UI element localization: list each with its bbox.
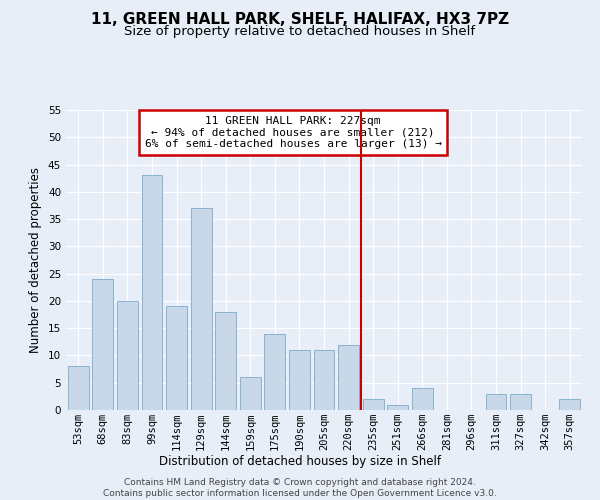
Text: 11, GREEN HALL PARK, SHELF, HALIFAX, HX3 7PZ: 11, GREEN HALL PARK, SHELF, HALIFAX, HX3… xyxy=(91,12,509,28)
Bar xyxy=(412,388,433,410)
Bar xyxy=(265,334,286,410)
Bar xyxy=(92,279,113,410)
Bar xyxy=(166,306,187,410)
Text: Distribution of detached houses by size in Shelf: Distribution of detached houses by size … xyxy=(159,454,441,468)
Bar xyxy=(142,176,163,410)
Bar xyxy=(289,350,310,410)
Bar xyxy=(387,404,408,410)
Text: 11 GREEN HALL PARK: 227sqm
← 94% of detached houses are smaller (212)
6% of semi: 11 GREEN HALL PARK: 227sqm ← 94% of deta… xyxy=(145,116,442,149)
Bar xyxy=(191,208,212,410)
Bar xyxy=(559,399,580,410)
Bar xyxy=(240,378,261,410)
Bar xyxy=(485,394,506,410)
Bar xyxy=(314,350,334,410)
Y-axis label: Number of detached properties: Number of detached properties xyxy=(29,167,43,353)
Bar xyxy=(68,366,89,410)
Text: Contains HM Land Registry data © Crown copyright and database right 2024.
Contai: Contains HM Land Registry data © Crown c… xyxy=(103,478,497,498)
Bar xyxy=(510,394,531,410)
Bar xyxy=(338,344,359,410)
Bar xyxy=(362,399,383,410)
Bar xyxy=(117,301,138,410)
Bar xyxy=(215,312,236,410)
Text: Size of property relative to detached houses in Shelf: Size of property relative to detached ho… xyxy=(124,25,476,38)
